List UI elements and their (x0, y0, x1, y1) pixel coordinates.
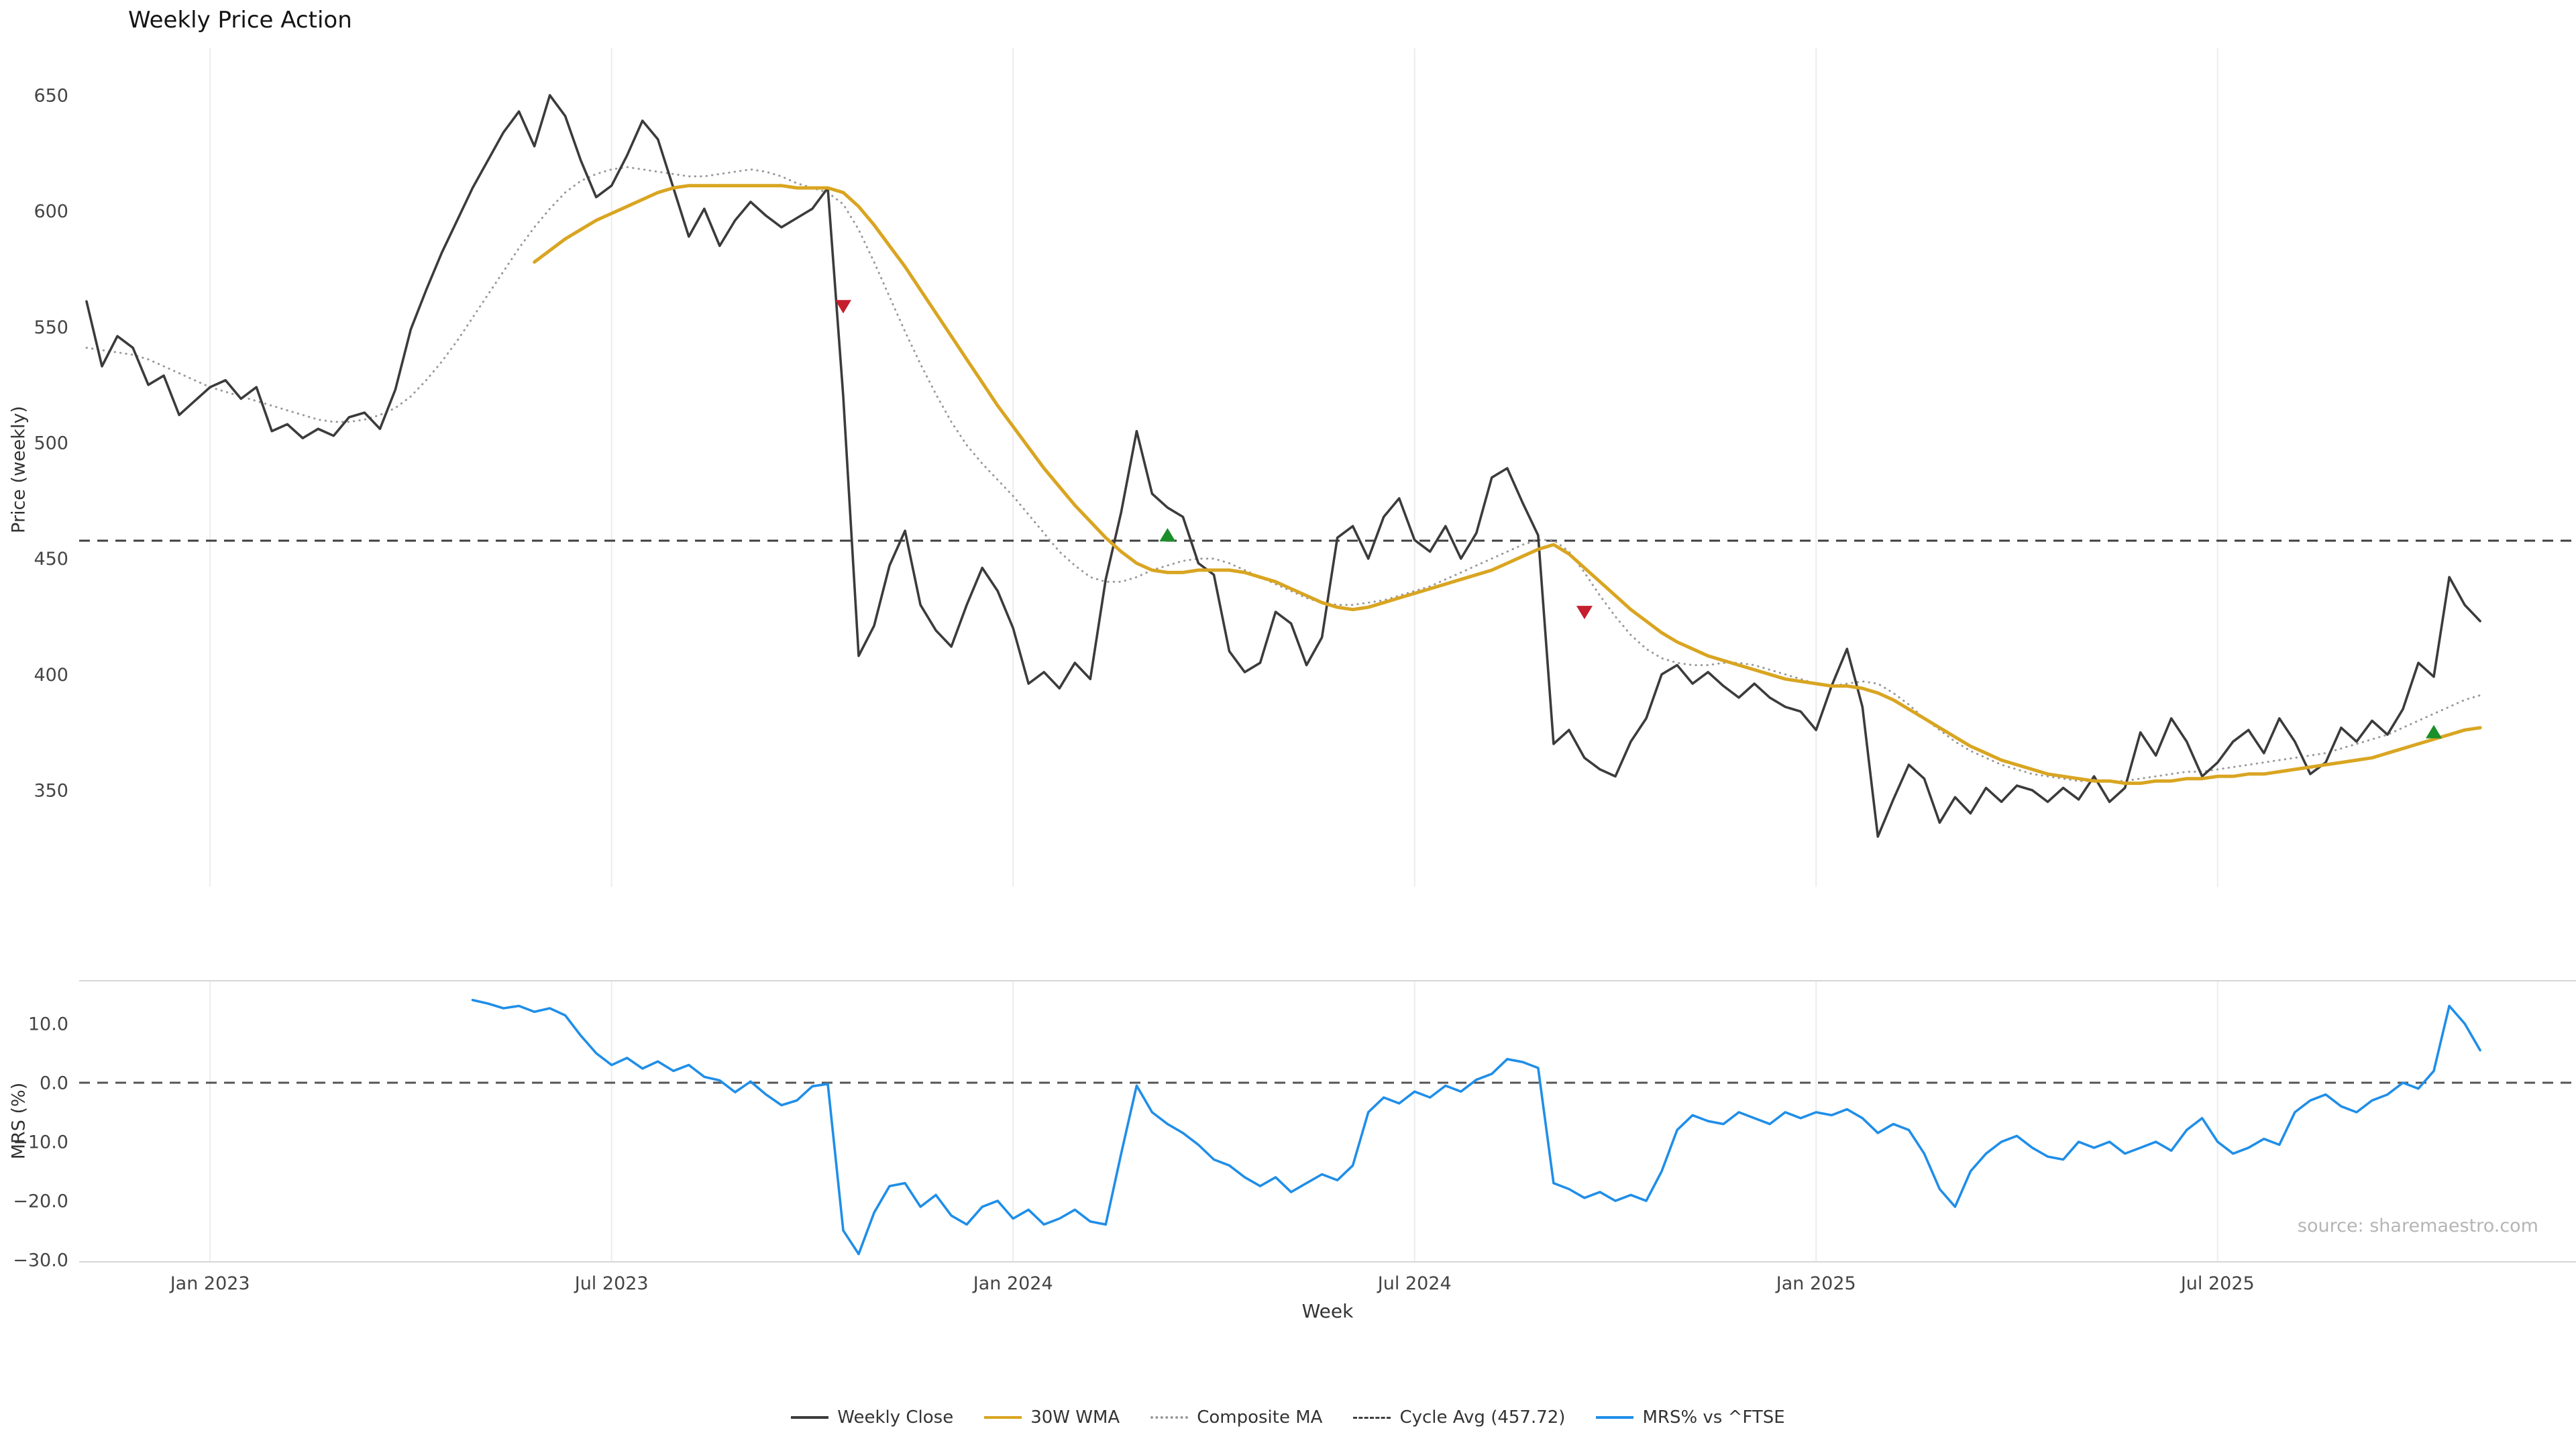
weekly-close-line-sample (791, 1416, 829, 1419)
legend-label-mrs: MRS% vs ^FTSE (1642, 1407, 1785, 1428)
price-y-tick-label: 500 (34, 433, 68, 453)
price-y-tick-label: 550 (34, 317, 68, 338)
legend-label-cycle-avg: Cycle Avg (457.72) (1399, 1407, 1566, 1428)
mrs-y-tick-label: −30.0 (13, 1250, 68, 1271)
mrs-y-tick-label: 0.0 (40, 1073, 68, 1093)
mrs-y-tick-label: −20.0 (13, 1191, 68, 1212)
legend-label-weekly-close: Weekly Close (837, 1407, 954, 1428)
price-y-axis-label: Price (weekly) (8, 406, 30, 533)
buy-signal-marker (1159, 528, 1176, 542)
legend: Weekly Close 30W WMA Composite MA Cycle … (0, 1407, 2576, 1428)
composite-ma-line-sample (1150, 1416, 1189, 1419)
weekly-close-line (85, 94, 2481, 838)
30w-wma-line (533, 184, 2482, 786)
price-y-tick-label: 350 (34, 780, 68, 801)
price-y-tick-label: 450 (34, 549, 68, 570)
legend-item-30w-wma: 30W WMA (984, 1407, 1120, 1428)
legend-item-composite-ma: Composite MA (1150, 1407, 1322, 1428)
x-tick-label: Jan 2023 (169, 1273, 250, 1294)
wma-line-sample (984, 1416, 1022, 1419)
price-y-tick-label: 400 (34, 665, 68, 686)
mrs-vs-ftse-line (471, 998, 2481, 1256)
legend-item-weekly-close: Weekly Close (791, 1407, 953, 1428)
price-y-tick-label: 600 (34, 201, 68, 222)
buy-signal-marker (2426, 724, 2443, 739)
x-tick-label: Jan 2025 (1775, 1273, 1856, 1294)
cycle-avg-line-sample (1353, 1416, 1391, 1419)
source-credit: source: sharemaestro.com (2297, 1216, 2538, 1236)
legend-item-cycle-avg: Cycle Avg (457.72) (1353, 1407, 1565, 1428)
mrs-y-tick-label: 10.0 (28, 1014, 68, 1034)
x-tick-label: Jul 2023 (574, 1273, 649, 1294)
legend-label-30w-wma: 30W WMA (1030, 1407, 1120, 1428)
legend-item-mrs: MRS% vs ^FTSE (1596, 1407, 1785, 1428)
mrs-y-tick-label: −10.0 (13, 1132, 68, 1153)
x-tick-label: Jul 2025 (2180, 1273, 2255, 1294)
x-tick-label: Jan 2024 (972, 1273, 1053, 1294)
composite-ma-line (85, 166, 2481, 782)
mrs-line-sample (1596, 1416, 1634, 1419)
sell-signal-marker (1576, 606, 1593, 620)
sell-signal-marker (835, 300, 851, 314)
x-axis-label: Week (1301, 1300, 1354, 1322)
x-tick-label: Jul 2024 (1377, 1273, 1452, 1294)
legend-label-composite-ma: Composite MA (1197, 1407, 1323, 1428)
price-y-tick-label: 650 (34, 85, 68, 106)
chart-title: Weekly Price Action (128, 7, 352, 34)
mrs-y-axis-label: MRS (%) (8, 1082, 30, 1160)
